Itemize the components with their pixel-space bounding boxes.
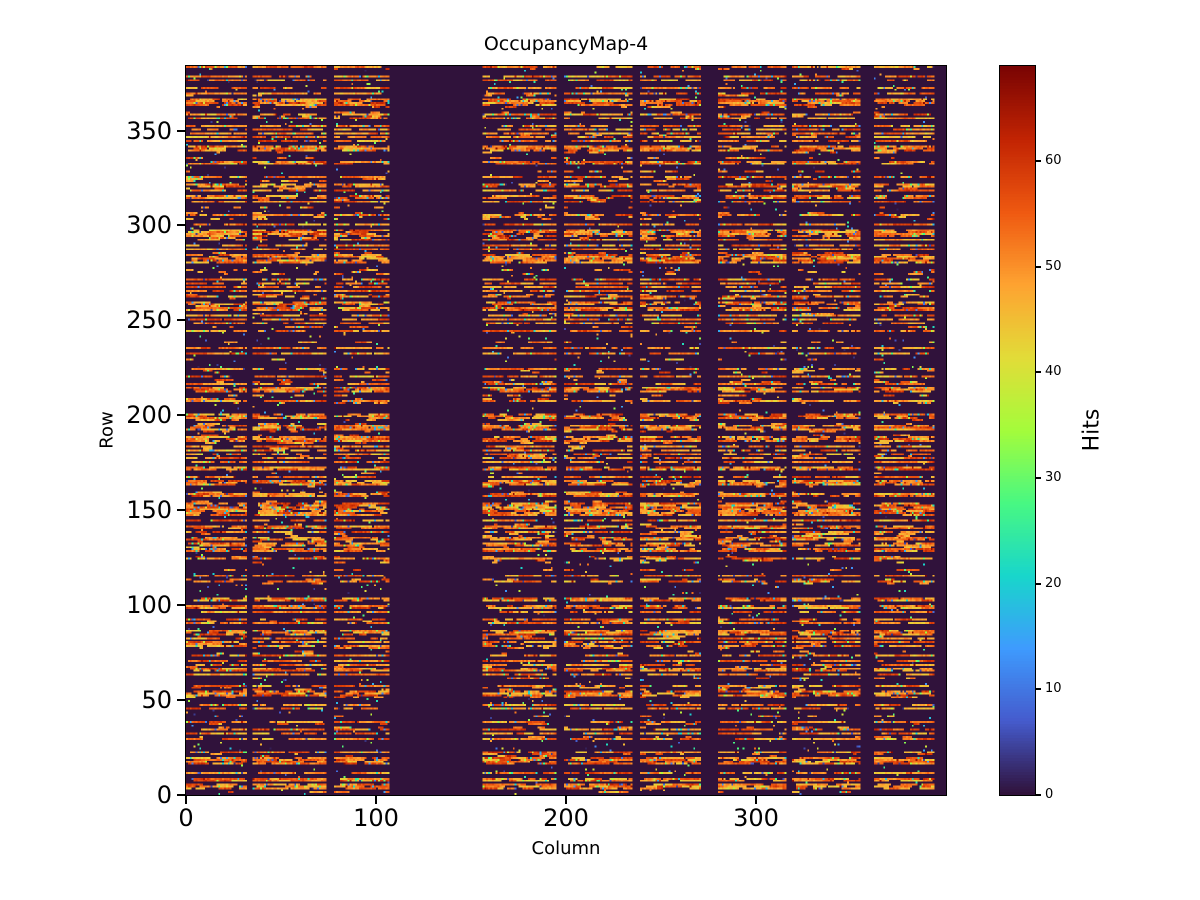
colorbar-tick-label: 30 — [1045, 470, 1062, 486]
y-tick-mark — [177, 414, 186, 417]
colorbar-tick-mark — [1036, 794, 1041, 796]
colorbar-canvas — [1000, 66, 1035, 795]
y-tick-label: 200 — [126, 401, 172, 430]
y-tick-mark — [177, 699, 186, 702]
colorbar-tick-label: 40 — [1045, 364, 1062, 380]
y-tick-mark — [177, 319, 186, 322]
colorbar-tick-mark — [1036, 688, 1041, 691]
colorbar-tick-label: 60 — [1045, 153, 1062, 169]
y-tick-mark — [177, 129, 186, 132]
x-axis-label: Column — [531, 838, 601, 859]
colorbar-tick-mark — [1036, 265, 1041, 268]
y-tick-mark — [177, 509, 186, 512]
heatmap-canvas — [186, 66, 946, 795]
x-tick-label: 0 — [178, 804, 194, 832]
x-tick-label: 300 — [733, 804, 779, 832]
x-tick-label: 200 — [543, 804, 589, 832]
colorbar-tick-label: 10 — [1045, 681, 1062, 697]
x-tick-mark — [565, 796, 567, 804]
colorbar-tick-label: 20 — [1045, 575, 1062, 591]
y-tick-label: 50 — [141, 686, 172, 715]
colorbar-tick-mark — [1036, 582, 1041, 585]
y-tick-mark — [177, 794, 186, 796]
x-tick-mark — [755, 796, 757, 804]
colorbar-tick-label: 50 — [1045, 258, 1062, 274]
y-tick-label: 100 — [126, 591, 172, 620]
y-axis-label: Row — [96, 411, 118, 449]
colorbar-tick-mark — [1036, 371, 1041, 374]
y-tick-mark — [177, 604, 186, 607]
y-tick-label: 150 — [126, 496, 172, 525]
colorbar-tick-mark — [1036, 160, 1041, 163]
colorbar-tick-label: 0 — [1045, 787, 1054, 802]
chart-title: OccupancyMap-4 — [483, 33, 649, 55]
y-tick-label: 300 — [126, 211, 172, 240]
x-tick-mark — [185, 796, 187, 804]
y-tick-label: 250 — [126, 306, 172, 335]
colorbar — [999, 65, 1036, 796]
y-tick-mark — [177, 224, 186, 227]
colorbar-tick-mark — [1036, 477, 1041, 480]
x-tick-mark — [375, 796, 377, 804]
colorbar-label: Hits — [1079, 408, 1105, 452]
x-tick-label: 100 — [353, 804, 399, 832]
y-tick-label: 0 — [156, 781, 172, 809]
y-tick-label: 350 — [126, 116, 172, 145]
heatmap-plot-area — [185, 65, 947, 796]
